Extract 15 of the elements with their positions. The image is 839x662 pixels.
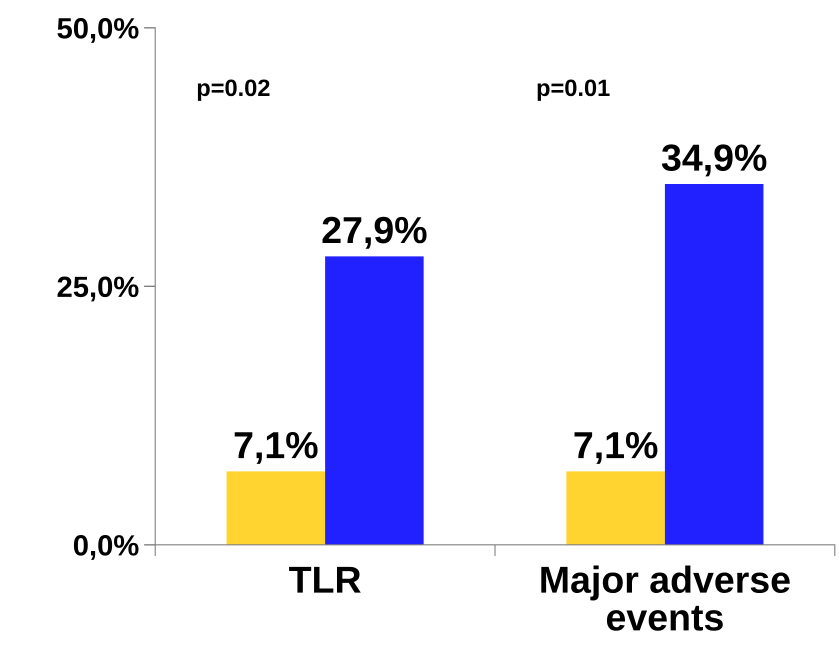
data-label: 7,1% xyxy=(234,432,318,464)
annotation: p=0.02 xyxy=(198,79,270,101)
bar xyxy=(664,184,764,545)
bar xyxy=(226,471,326,545)
y-tick-label: 0,0% xyxy=(74,535,138,560)
x-tick-label: TLR xyxy=(289,566,361,593)
data-label: 7,1% xyxy=(574,432,658,464)
bar xyxy=(325,256,424,545)
bar xyxy=(566,471,665,545)
x-tick-label: Major adverse events xyxy=(541,566,790,631)
data-label: 27,9% xyxy=(322,216,427,249)
y-tick-label: 25,0% xyxy=(58,276,138,302)
annotation: p=0.01 xyxy=(538,79,610,101)
data-label: 34,9% xyxy=(662,144,766,176)
y-tick-label: 50,0% xyxy=(57,18,138,43)
